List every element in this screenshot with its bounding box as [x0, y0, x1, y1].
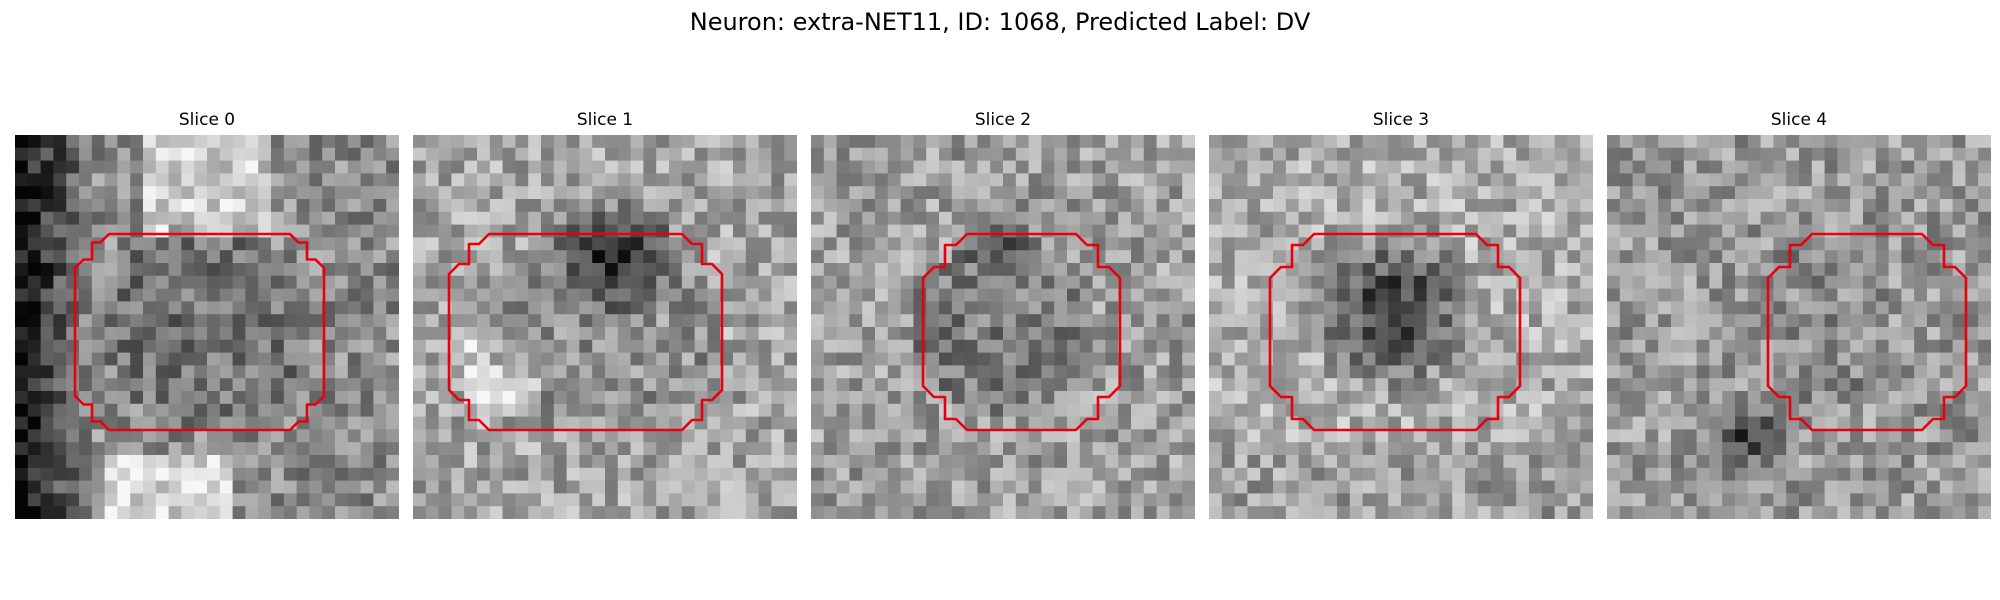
slice-title: Slice 1 [576, 110, 634, 130]
neuron-outline [447, 232, 724, 432]
pixel-grid [811, 135, 1195, 519]
pixel-grid [413, 135, 797, 519]
neuron-outline [1268, 232, 1522, 432]
slice-image [413, 135, 797, 519]
slice-image [1607, 135, 1991, 519]
figure-title: Neuron: extra-NET11, ID: 1068, Predicted… [689, 8, 1311, 36]
slice-title: Slice 3 [1372, 110, 1430, 130]
slice-title: Slice 0 [178, 110, 236, 130]
slice-title: Slice 2 [974, 110, 1032, 130]
neuron-outline [1766, 232, 1968, 432]
neuron-outline [73, 232, 326, 432]
slice-image [1209, 135, 1593, 519]
slice-title: Slice 4 [1770, 110, 1828, 130]
pixel-grid [15, 135, 399, 519]
pixel-grid [1209, 135, 1593, 519]
slice-image [15, 135, 399, 519]
slice-image [811, 135, 1195, 519]
pixel-grid [1607, 135, 1991, 519]
neuron-outline [921, 232, 1122, 432]
